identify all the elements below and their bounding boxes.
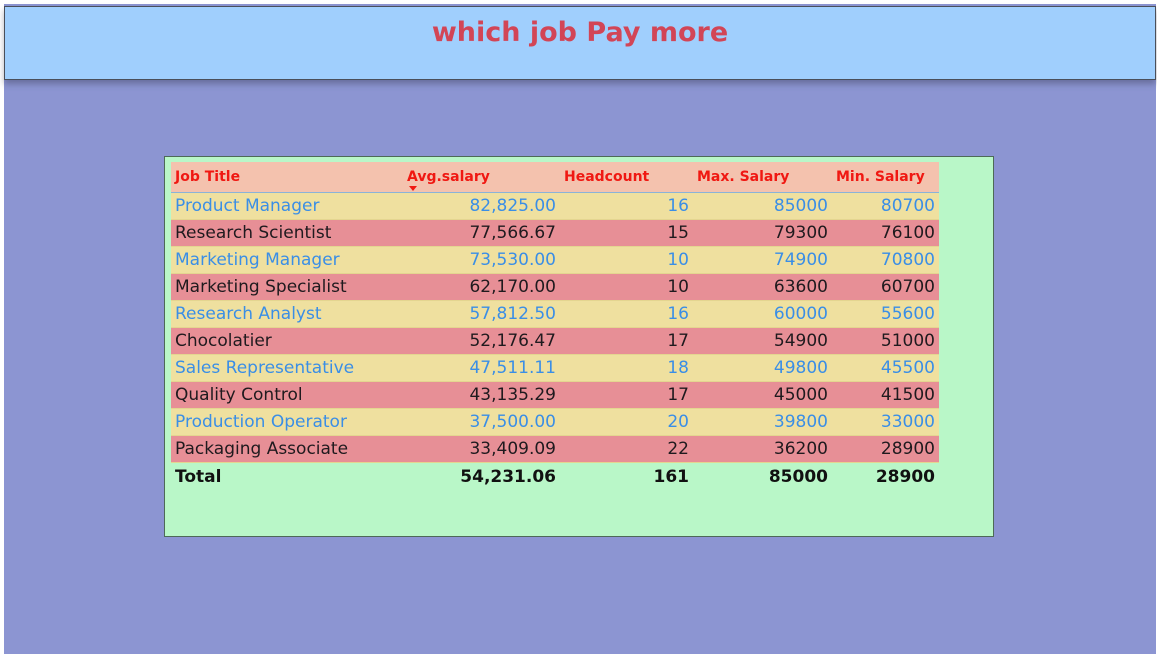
- cell-avg-salary: 57,812.50: [403, 300, 560, 328]
- cell-min-salary: 33000: [832, 408, 939, 436]
- total-max-salary: 85000: [693, 462, 832, 491]
- column-header-headcount[interactable]: Headcount: [560, 162, 693, 193]
- table-header-row: Job Title Avg.salary Headcount Max. Sala…: [171, 162, 939, 193]
- cell-max-salary: 36200: [693, 435, 832, 463]
- column-header-avg-salary[interactable]: Avg.salary: [403, 162, 560, 193]
- table-total-row: Total 54,231.06 161 85000 28900: [171, 462, 939, 491]
- cell-min-salary: 76100: [832, 219, 939, 247]
- table-row: Research Scientist 77,566.67 15 79300 76…: [171, 219, 939, 247]
- cell-headcount: 10: [560, 246, 693, 274]
- cell-min-salary: 55600: [832, 300, 939, 328]
- cell-headcount: 22: [560, 435, 693, 463]
- total-min-salary: 28900: [832, 462, 939, 491]
- cell-job-title: Sales Representative: [171, 354, 403, 382]
- table-row: Research Analyst 57,812.50 16 60000 5560…: [171, 300, 939, 328]
- cell-avg-salary: 43,135.29: [403, 381, 560, 409]
- table-row: Marketing Manager 73,530.00 10 74900 708…: [171, 246, 939, 274]
- cell-job-title: Chocolatier: [171, 327, 403, 355]
- salary-table-visual: Job Title Avg.salary Headcount Max. Sala…: [164, 156, 994, 537]
- report-canvas: which job Pay more Job Title Avg.salary …: [4, 4, 1156, 654]
- table-row: Quality Control 43,135.29 17 45000 41500: [171, 381, 939, 409]
- cell-min-salary: 60700: [832, 273, 939, 301]
- cell-max-salary: 85000: [693, 192, 832, 220]
- cell-job-title: Research Scientist: [171, 219, 403, 247]
- cell-headcount: 15: [560, 219, 693, 247]
- cell-max-salary: 45000: [693, 381, 832, 409]
- cell-headcount: 17: [560, 327, 693, 355]
- table-row: Sales Representative 47,511.11 18 49800 …: [171, 354, 939, 382]
- cell-job-title: Marketing Manager: [171, 246, 403, 274]
- cell-headcount: 16: [560, 300, 693, 328]
- column-header-min-salary[interactable]: Min. Salary: [832, 162, 939, 193]
- cell-headcount: 16: [560, 192, 693, 220]
- table-row: Marketing Specialist 62,170.00 10 63600 …: [171, 273, 939, 301]
- cell-min-salary: 45500: [832, 354, 939, 382]
- column-header-job-title[interactable]: Job Title: [171, 162, 403, 193]
- cell-headcount: 20: [560, 408, 693, 436]
- title-banner: which job Pay more: [4, 6, 1156, 80]
- cell-avg-salary: 62,170.00: [403, 273, 560, 301]
- cell-headcount: 17: [560, 381, 693, 409]
- cell-job-title: Marketing Specialist: [171, 273, 403, 301]
- table-row: Production Operator 37,500.00 20 39800 3…: [171, 408, 939, 436]
- report-title: which job Pay more: [431, 17, 729, 48]
- cell-avg-salary: 47,511.11: [403, 354, 560, 382]
- table-row: Product Manager 82,825.00 16 85000 80700: [171, 192, 939, 220]
- cell-job-title: Product Manager: [171, 192, 403, 220]
- cell-avg-salary: 73,530.00: [403, 246, 560, 274]
- sort-descending-icon: [409, 186, 417, 191]
- total-label: Total: [171, 462, 403, 491]
- cell-min-salary: 28900: [832, 435, 939, 463]
- cell-max-salary: 60000: [693, 300, 832, 328]
- cell-avg-salary: 77,566.67: [403, 219, 560, 247]
- cell-max-salary: 63600: [693, 273, 832, 301]
- cell-max-salary: 49800: [693, 354, 832, 382]
- cell-min-salary: 51000: [832, 327, 939, 355]
- column-header-max-salary[interactable]: Max. Salary: [693, 162, 832, 193]
- cell-max-salary: 79300: [693, 219, 832, 247]
- cell-max-salary: 74900: [693, 246, 832, 274]
- cell-min-salary: 41500: [832, 381, 939, 409]
- cell-avg-salary: 37,500.00: [403, 408, 560, 436]
- cell-job-title: Production Operator: [171, 408, 403, 436]
- cell-job-title: Quality Control: [171, 381, 403, 409]
- cell-avg-salary: 52,176.47: [403, 327, 560, 355]
- cell-avg-salary: 82,825.00: [403, 192, 560, 220]
- salary-table: Job Title Avg.salary Headcount Max. Sala…: [171, 162, 939, 491]
- cell-job-title: Packaging Associate: [171, 435, 403, 463]
- cell-min-salary: 80700: [832, 192, 939, 220]
- table-row: Packaging Associate 33,409.09 22 36200 2…: [171, 435, 939, 463]
- cell-max-salary: 54900: [693, 327, 832, 355]
- table-row: Chocolatier 52,176.47 17 54900 51000: [171, 327, 939, 355]
- cell-headcount: 10: [560, 273, 693, 301]
- cell-headcount: 18: [560, 354, 693, 382]
- cell-avg-salary: 33,409.09: [403, 435, 560, 463]
- cell-max-salary: 39800: [693, 408, 832, 436]
- cell-job-title: Research Analyst: [171, 300, 403, 328]
- total-avg-salary: 54,231.06: [403, 462, 560, 491]
- total-headcount: 161: [560, 462, 693, 491]
- cell-min-salary: 70800: [832, 246, 939, 274]
